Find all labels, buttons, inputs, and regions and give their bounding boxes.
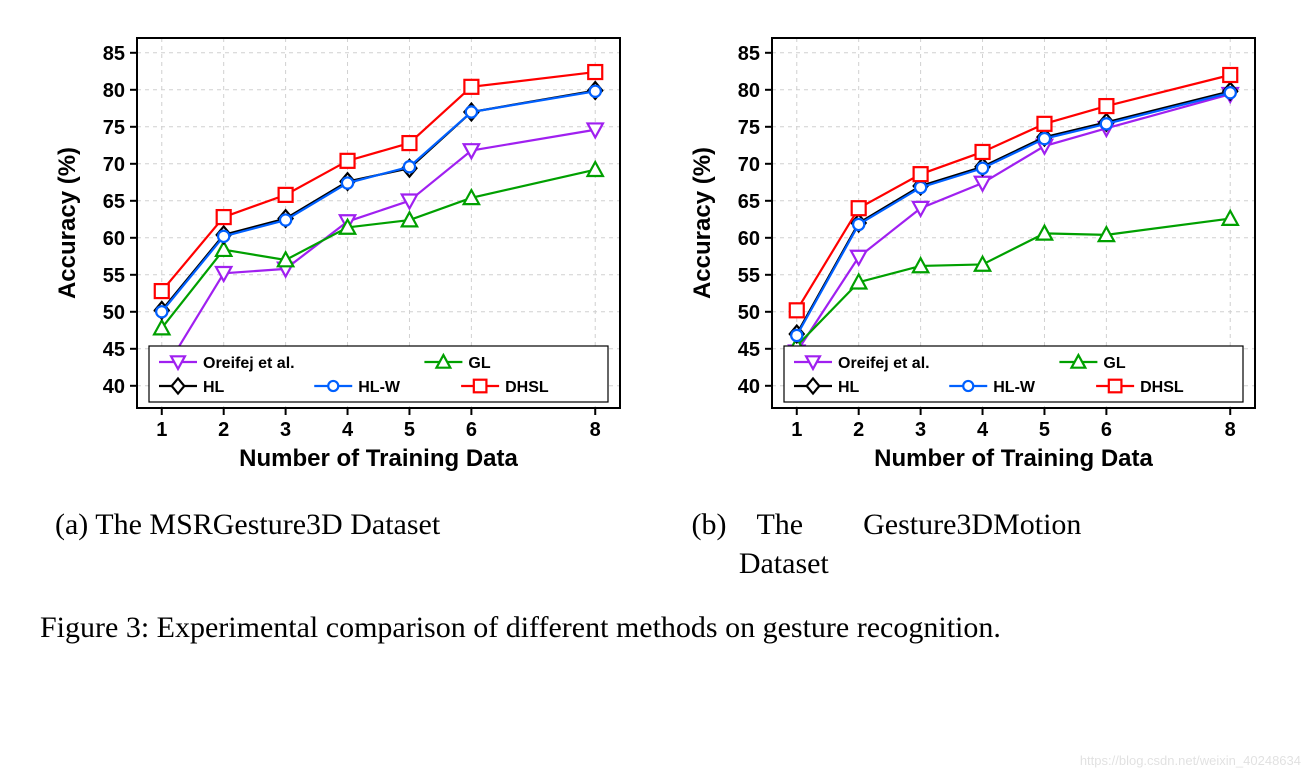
- svg-text:Accuracy (%): Accuracy (%): [54, 147, 81, 299]
- svg-text:GL: GL: [468, 355, 490, 372]
- svg-text:45: 45: [737, 339, 759, 361]
- svg-text:60: 60: [737, 228, 759, 250]
- svg-text:85: 85: [737, 43, 759, 65]
- svg-text:75: 75: [102, 117, 124, 139]
- chart-b: 404550556065707580851234568Number of Tra…: [677, 20, 1272, 490]
- svg-text:Accuracy (%): Accuracy (%): [689, 147, 716, 299]
- svg-text:2: 2: [218, 419, 229, 441]
- svg-text:55: 55: [737, 265, 759, 287]
- svg-text:HL-W: HL-W: [358, 379, 401, 396]
- svg-text:50: 50: [737, 302, 759, 324]
- chart-a: 404550556065707580851234568Number of Tra…: [42, 20, 637, 490]
- chart-a-wrapper: 404550556065707580851234568Number of Tra…: [42, 20, 637, 495]
- svg-text:50: 50: [102, 302, 124, 324]
- svg-text:1: 1: [156, 419, 167, 441]
- svg-text:55: 55: [102, 265, 124, 287]
- svg-text:65: 65: [737, 191, 759, 213]
- svg-text:6: 6: [465, 419, 476, 441]
- svg-text:3: 3: [915, 419, 926, 441]
- svg-text:HL: HL: [838, 379, 860, 396]
- subcaptions-row: (a) The MSRGesture3D Dataset (b) The Ges…: [20, 505, 1293, 544]
- subcaption-b-line1: (b) The Gesture3DMotion: [692, 505, 1313, 544]
- svg-text:HL: HL: [203, 379, 225, 396]
- subcaption-a: (a) The MSRGesture3D Dataset: [20, 505, 692, 544]
- svg-text:70: 70: [737, 154, 759, 176]
- svg-text:Number of Training Data: Number of Training Data: [874, 445, 1153, 472]
- chart-b-wrapper: 404550556065707580851234568Number of Tra…: [677, 20, 1272, 495]
- svg-text:8: 8: [589, 419, 600, 441]
- svg-text:1: 1: [791, 419, 802, 441]
- figure-caption: Figure 3: Experimental comparison of dif…: [20, 608, 1293, 649]
- svg-text:60: 60: [102, 228, 124, 250]
- svg-text:Oreifej et al.: Oreifej et al.: [203, 355, 295, 372]
- watermark: https://blog.csdn.net/weixin_40248634: [1080, 753, 1301, 768]
- svg-text:80: 80: [102, 80, 124, 102]
- svg-text:GL: GL: [1103, 355, 1125, 372]
- svg-text:HL-W: HL-W: [993, 379, 1036, 396]
- svg-text:45: 45: [102, 339, 124, 361]
- svg-text:65: 65: [102, 191, 124, 213]
- svg-text:3: 3: [280, 419, 291, 441]
- figure-container: 404550556065707580851234568Number of Tra…: [20, 20, 1293, 649]
- svg-text:75: 75: [737, 117, 759, 139]
- svg-text:2: 2: [853, 419, 864, 441]
- charts-row: 404550556065707580851234568Number of Tra…: [20, 20, 1293, 495]
- svg-text:85: 85: [102, 43, 124, 65]
- svg-text:6: 6: [1100, 419, 1111, 441]
- svg-text:Number of Training Data: Number of Training Data: [239, 445, 518, 472]
- svg-text:5: 5: [403, 419, 414, 441]
- svg-text:DHSL: DHSL: [1140, 379, 1184, 396]
- svg-text:40: 40: [737, 376, 759, 398]
- svg-text:4: 4: [976, 419, 988, 441]
- subcaption-b-line2: Dataset: [20, 544, 1293, 583]
- svg-text:8: 8: [1224, 419, 1235, 441]
- svg-text:70: 70: [102, 154, 124, 176]
- svg-text:40: 40: [102, 376, 124, 398]
- svg-text:4: 4: [341, 419, 353, 441]
- svg-text:80: 80: [737, 80, 759, 102]
- svg-text:DHSL: DHSL: [505, 379, 549, 396]
- svg-text:Oreifej et al.: Oreifej et al.: [838, 355, 930, 372]
- svg-text:5: 5: [1038, 419, 1049, 441]
